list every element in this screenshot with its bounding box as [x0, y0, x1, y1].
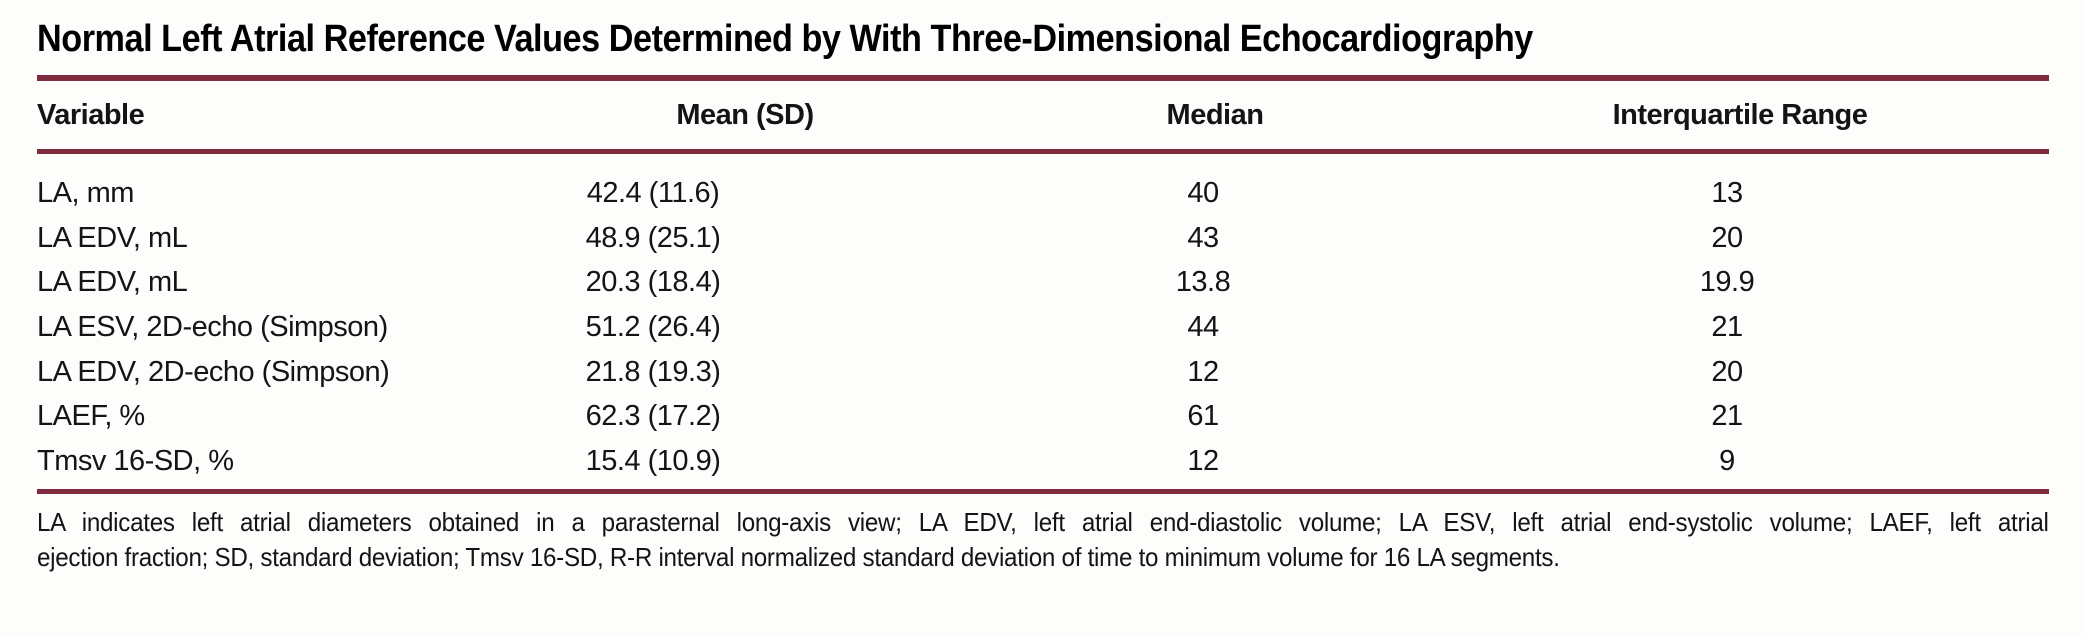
column-header-interquartile-range: Interquartile Range [1612, 98, 1868, 131]
reference-table-figure: Normal Left Atrial Reference Values Dete… [37, 0, 2049, 575]
column-header-median: Median [1166, 98, 1264, 131]
cell-variable: LA EDV, mL [37, 266, 188, 299]
table-row: LA EDV, mL 48.9 (25.1) 43 20 [37, 216, 2049, 261]
footnote-line-2: ejection fraction; SD, standard deviatio… [37, 541, 1560, 572]
table-title: Normal Left Atrial Reference Values Dete… [37, 18, 1533, 60]
cell-iqr: 19.9 [1699, 266, 1755, 299]
cell-median: 44 [1187, 310, 1219, 343]
cell-mean-sd: 21.8 (19.3) [585, 355, 721, 388]
cell-mean-sd: 48.9 (25.1) [585, 221, 721, 254]
table-row: Tmsv 16-SD, % 15.4 (10.9) 12 9 [37, 439, 2049, 484]
cell-variable: LA EDV, mL [37, 221, 188, 254]
cell-variable: LAEF, % [37, 400, 145, 433]
cell-mean-sd: 62.3 (17.2) [585, 400, 721, 433]
table-header-row: Variable Mean (SD) Median Interquartile … [37, 83, 2049, 147]
table-row: LA EDV, mL 20.3 (18.4) 13.8 19.9 [37, 260, 2049, 305]
cell-iqr: 21 [1711, 400, 1743, 433]
table-row: LA EDV, 2D-echo (Simpson) 21.8 (19.3) 12… [37, 350, 2049, 395]
table-row: LA ESV, 2D-echo (Simpson) 51.2 (26.4) 44… [37, 305, 2049, 350]
cell-variable: Tmsv 16-SD, % [37, 444, 234, 477]
table-footnote: LA indicates left atrial diameters obtai… [37, 505, 2049, 575]
cell-variable: LA EDV, 2D-echo (Simpson) [37, 355, 390, 388]
cell-median: 12 [1187, 444, 1219, 477]
cell-iqr: 13 [1711, 176, 1743, 209]
cell-mean-sd: 51.2 (26.4) [585, 310, 721, 343]
cell-mean-sd: 42.4 (11.6) [586, 176, 720, 209]
column-header-mean-sd: Mean (SD) [676, 98, 814, 131]
cell-variable: LA ESV, 2D-echo (Simpson) [37, 310, 388, 343]
top-rule [37, 75, 2049, 81]
cell-mean-sd: 20.3 (18.4) [585, 266, 721, 299]
cell-median: 40 [1187, 176, 1219, 209]
cell-iqr: 9 [1719, 444, 1735, 477]
bottom-rule [37, 488, 2049, 494]
cell-median: 13.8 [1175, 266, 1231, 299]
cell-iqr: 21 [1711, 310, 1743, 343]
column-header-variable: Variable [37, 98, 145, 131]
footnote-line-1: LA indicates left atrial diameters obtai… [37, 506, 2049, 537]
cell-variable: LA, mm [37, 176, 134, 209]
cell-iqr: 20 [1711, 355, 1743, 388]
cell-median: 12 [1187, 355, 1219, 388]
cell-median: 43 [1187, 221, 1219, 254]
header-rule [37, 149, 2049, 154]
cell-mean-sd: 15.4 (10.9) [585, 444, 721, 477]
table-row: LA, mm 42.4 (11.6) 40 13 [37, 171, 2049, 216]
cell-iqr: 20 [1711, 221, 1743, 254]
table-body: LA, mm 42.4 (11.6) 40 13 LA EDV, mL 48.9… [37, 154, 2049, 484]
cell-median: 61 [1187, 400, 1219, 433]
table-row: LAEF, % 62.3 (17.2) 61 21 [37, 394, 2049, 439]
